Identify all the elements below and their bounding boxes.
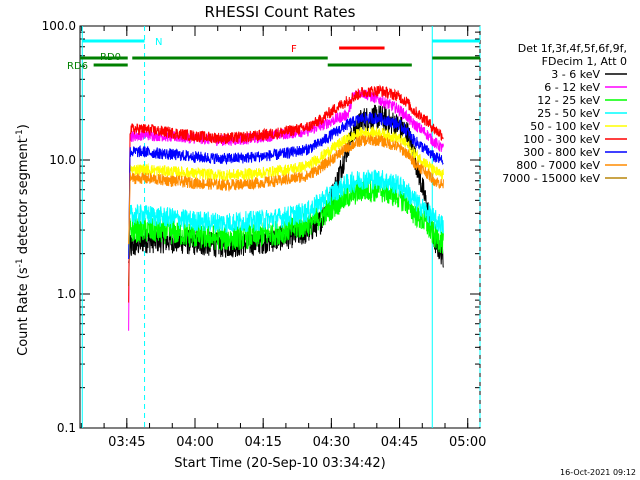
footer-timestamp: 16-Oct-2021 09:12 — [560, 468, 636, 477]
plot-area: 0.1 1.0 10.0 100.0 03:45 04:00 04:15 04:30 04:45… — [42, 19, 487, 450]
flag-label-rd6: RD6 — [67, 61, 88, 72]
series-line — [128, 84, 444, 303]
y-axis-label: Count Rate (s-1 detector segment-1) — [15, 124, 31, 356]
legend-label: 6 - 12 keV — [544, 81, 600, 94]
flag-label-f: F — [291, 44, 297, 55]
legend-header-decimation: FDecim 1, Att 0 — [542, 55, 627, 68]
legend-label: 100 - 300 keV — [523, 133, 600, 146]
series-line — [128, 177, 444, 287]
x-tick-label: 04:45 — [381, 435, 418, 450]
y-axis-label-middle: detector segment — [16, 138, 31, 258]
y-axis-label-exp-2: -1 — [15, 129, 25, 138]
y-axis-label-end: ) — [16, 124, 31, 129]
y-tick-label: 1.0 — [57, 287, 76, 301]
y-tick-label: 10.0 — [49, 153, 76, 167]
y-tick-label: 0.1 — [57, 421, 76, 435]
legend-label: 12 - 25 keV — [537, 94, 600, 107]
legend-label: 300 - 800 keV — [523, 146, 600, 159]
x-tick-label: 04:30 — [313, 435, 350, 450]
x-tick-label: 04:00 — [176, 435, 213, 450]
series-line — [128, 134, 444, 245]
legend-label: 50 - 100 keV — [530, 120, 600, 133]
x-axis-label: Start Time (20-Sep-10 03:34:42) — [174, 456, 385, 471]
legend-label: 800 - 7000 keV — [516, 159, 600, 172]
legend-label: 25 - 50 keV — [537, 107, 600, 120]
y-axis-label-exp-1: -1 — [15, 258, 25, 267]
chart-title: RHESSI Count Rates — [205, 3, 356, 21]
legend: Det 1f,3f,4f,5f,6f,9f, FDecim 1, Att 0 3… — [502, 42, 627, 185]
x-tick-label: 03:45 — [108, 435, 145, 450]
legend-label: 7000 - 15000 keV — [502, 172, 600, 185]
series-line — [128, 169, 444, 254]
flag-label-n: N — [155, 37, 162, 48]
legend-header-detectors: Det 1f,3f,4f,5f,6f,9f, — [518, 42, 627, 55]
y-tick-label: 100.0 — [42, 19, 76, 33]
series-line — [128, 125, 444, 256]
series-line — [128, 111, 444, 260]
legend-label: 3 - 6 keV — [551, 68, 600, 81]
y-axis-label-main: Count Rate (s — [16, 267, 31, 356]
x-tick-label: 04:15 — [244, 435, 281, 450]
flag-label-rd0: RD0 — [100, 52, 121, 63]
x-tick-label: 05:00 — [449, 435, 486, 450]
